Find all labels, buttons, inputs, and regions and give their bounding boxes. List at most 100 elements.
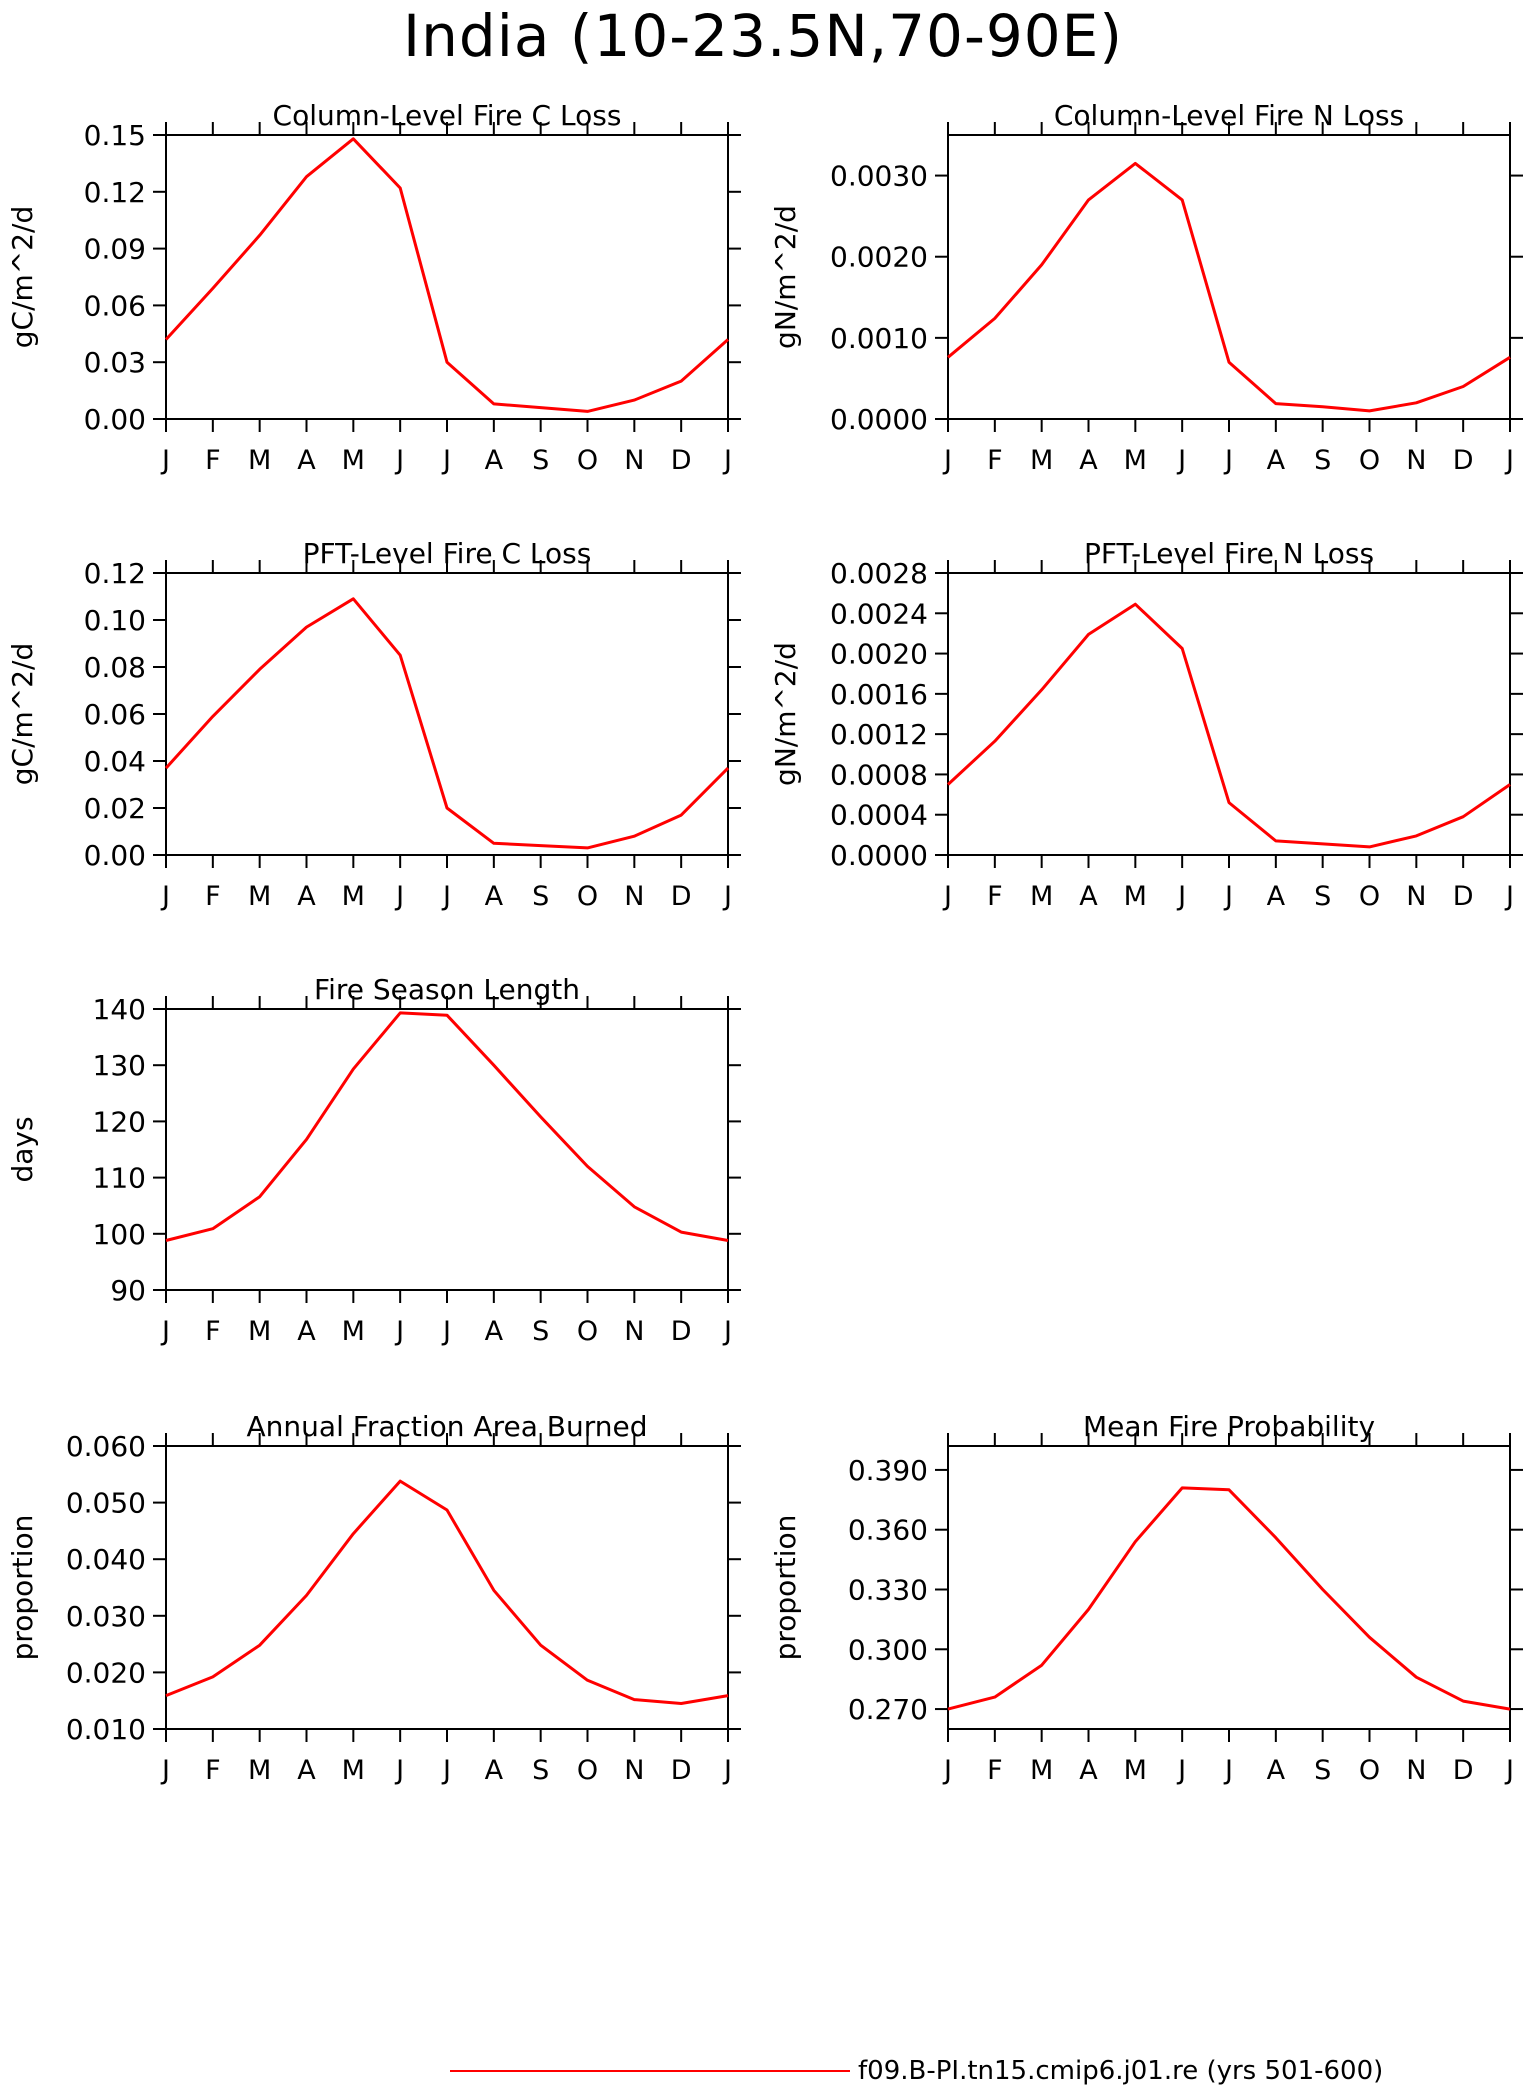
chart-title: Column-Level Fire N Loss — [1054, 99, 1404, 132]
y-tick-label: 0.0028 — [830, 557, 928, 590]
y-tick-label: 0.040 — [66, 1543, 146, 1576]
x-tick-label: O — [1359, 881, 1380, 912]
x-tick-label: J — [441, 1316, 451, 1347]
y-tick-label: 0.06 — [84, 698, 146, 731]
chart-title: Fire Season Length — [314, 973, 580, 1006]
x-tick-label: M — [248, 881, 271, 912]
y-tick-label: 0.010 — [66, 1713, 146, 1746]
x-tick-label: M — [342, 445, 365, 476]
y-axis-label: gC/m^2/d — [6, 643, 39, 786]
x-tick-label: N — [624, 881, 644, 912]
x-tick-label: D — [671, 881, 692, 912]
y-axis-label: proportion — [769, 1515, 802, 1661]
y-axis-label: days — [6, 1116, 39, 1182]
x-tick-label: J — [1223, 445, 1233, 476]
plot-frame — [165, 1008, 729, 1291]
chart-pft-level-fire-c-loss: J F M A M J J A S O N D J0.000.020.040.060.080.100.1… — [6, 537, 741, 912]
y-tick-label: 100 — [93, 1218, 146, 1251]
x-tick-label: S — [1314, 445, 1331, 476]
x-tick-label: M — [248, 1316, 271, 1347]
plot-frame — [165, 134, 729, 420]
y-tick-label: 0.0004 — [830, 799, 928, 832]
x-tick-label: S — [532, 1316, 549, 1347]
legend-line-swatch — [450, 2070, 850, 2072]
y-axis-label: proportion — [6, 1515, 39, 1661]
x-tick-label: J — [441, 881, 451, 912]
y-tick-label: 0.10 — [84, 604, 146, 637]
chart-title: Column-Level Fire C Loss — [273, 99, 622, 132]
x-tick-label: J — [394, 881, 404, 912]
x-tick-label: A — [297, 1755, 316, 1786]
chart-mean-fire-probability: J F M A M J J A S O N D J0.2700.3000.3300.3600.390Me… — [769, 1410, 1523, 1786]
y-tick-label: 0.300 — [848, 1633, 928, 1666]
y-tick-label: 0.0020 — [830, 241, 928, 274]
y-axis-label: gN/m^2/d — [769, 642, 802, 786]
x-tick-label: J — [160, 1755, 170, 1786]
x-tick-label: A — [485, 881, 504, 912]
y-tick-label: 130 — [93, 1049, 146, 1082]
y-tick-label: 0.0016 — [830, 678, 928, 711]
y-tick-label: 0.00 — [84, 839, 146, 872]
x-tick-label: F — [205, 881, 221, 912]
x-tick-label: M — [1030, 881, 1053, 912]
y-tick-label: 90 — [110, 1274, 146, 1307]
plot-frame — [947, 572, 1511, 856]
x-tick-label: S — [1314, 881, 1331, 912]
x-tick-label: M — [1030, 445, 1053, 476]
x-tick-label: J — [1504, 1755, 1514, 1786]
x-tick-label: A — [297, 445, 316, 476]
x-tick-label: M — [1124, 445, 1147, 476]
x-tick-label: N — [1406, 881, 1426, 912]
y-tick-label: 0.0012 — [830, 718, 928, 751]
y-tick-label: 0.0024 — [830, 597, 928, 630]
x-tick-label: D — [1453, 1755, 1474, 1786]
x-tick-label: S — [532, 445, 549, 476]
legend: f09.B-PI.tn15.cmip6.j01.re (yrs 501-600) — [450, 2056, 1510, 2086]
x-tick-label: A — [1267, 445, 1286, 476]
y-tick-label: 0.0030 — [830, 160, 928, 193]
x-tick-label: M — [342, 1316, 365, 1347]
legend-label: f09.B-PI.tn15.cmip6.j01.re (yrs 501-600) — [858, 2056, 1384, 2086]
x-tick-label: A — [1079, 445, 1098, 476]
x-tick-label: O — [577, 881, 598, 912]
x-tick-label: J — [942, 1755, 952, 1786]
x-tick-label: J — [942, 445, 952, 476]
y-tick-label: 0.12 — [84, 557, 146, 590]
y-tick-label: 0.08 — [84, 651, 146, 684]
y-tick-label: 0.050 — [66, 1487, 146, 1520]
x-tick-label: D — [671, 445, 692, 476]
y-tick-label: 0.03 — [84, 346, 146, 379]
x-tick-label: J — [1223, 881, 1233, 912]
x-tick-label: F — [987, 881, 1003, 912]
x-tick-label: N — [624, 1316, 644, 1347]
y-tick-label: 0.020 — [66, 1656, 146, 1689]
x-tick-label: A — [297, 1316, 316, 1347]
x-tick-label: J — [942, 881, 952, 912]
series-line — [164, 137, 729, 413]
x-tick-label: D — [1453, 881, 1474, 912]
chart-column-level-fire-n-loss: J F M A M J J A S O N D J0.00000.00100.00200.0030Col… — [769, 99, 1523, 476]
x-tick-label: A — [1267, 881, 1286, 912]
y-tick-label: 0.0000 — [830, 403, 928, 436]
chart-title: Annual Fraction Area Burned — [247, 1410, 648, 1443]
x-tick-label: S — [532, 1755, 549, 1786]
chart-annual-fraction-area-burned: J F M A M J J A S O N D J0.0100.0200.0300.0400.0500.… — [6, 1410, 741, 1786]
x-tick-label: J — [441, 445, 451, 476]
series-line — [165, 1011, 729, 1242]
x-tick-label: J — [722, 445, 732, 476]
y-tick-label: 0.270 — [848, 1693, 928, 1726]
x-tick-label: J — [394, 1755, 404, 1786]
x-tick-label: A — [485, 445, 504, 476]
plot-frame — [165, 1445, 729, 1730]
y-tick-label: 0.060 — [66, 1430, 146, 1463]
x-tick-label: J — [394, 445, 404, 476]
x-tick-label: J — [722, 1316, 732, 1347]
x-tick-label: A — [1079, 1755, 1098, 1786]
y-axis-label: gN/m^2/d — [769, 205, 802, 349]
chart-column-level-fire-c-loss: J F M A M J J A S O N D J0.000.030.060.090.120.15Col… — [6, 99, 741, 476]
y-tick-label: 0.360 — [848, 1514, 928, 1547]
x-tick-label: J — [1176, 881, 1186, 912]
x-tick-label: F — [987, 445, 1003, 476]
x-tick-label: F — [205, 445, 221, 476]
x-tick-label: A — [485, 1755, 504, 1786]
